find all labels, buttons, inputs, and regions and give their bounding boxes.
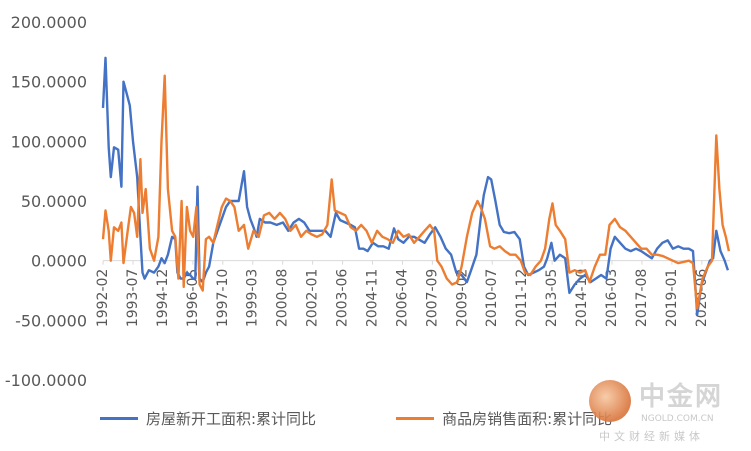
legend-swatch-sales <box>396 417 435 420</box>
x-tick-label: 2006-04 <box>394 269 410 328</box>
series-layer <box>101 56 731 316</box>
x-tick-label: 1996-05 <box>185 269 201 328</box>
legend-label-new-starts: 房屋新开工面积:累计同比 <box>146 410 317 428</box>
x-tick-label: 1994-12 <box>155 269 171 328</box>
x-tick-label: 2002-01 <box>305 269 321 328</box>
x-tick-label: 1999-03 <box>245 269 261 328</box>
x-tick-label: 2007-09 <box>424 269 440 328</box>
y-tick-label: -50.0000 <box>15 311 87 330</box>
x-tick-label: 1997-10 <box>215 269 231 328</box>
series-line-sales <box>101 74 731 310</box>
y-tick-label: 100.0000 <box>11 132 87 151</box>
y-tick-label: 200.0000 <box>11 13 87 32</box>
y-tick-label: 0.0000 <box>31 252 87 271</box>
y-tick-label: -100.0000 <box>5 371 87 390</box>
watermark-logo-icon <box>589 380 631 422</box>
x-tick-label: 2009-02 <box>454 269 470 328</box>
x-tick-label: 2014-10 <box>574 269 590 328</box>
x-tick-label: 1992-02 <box>95 269 111 328</box>
x-tick-label: 1993-07 <box>125 269 141 328</box>
legend-swatch-new-starts <box>100 417 138 420</box>
x-tick-label: 2004-11 <box>365 269 381 328</box>
x-tick-label: 2000-08 <box>275 269 291 328</box>
watermark-tagline: 中文财经新媒体 <box>599 430 704 443</box>
x-axis: 1992-02 1993-07 1994-12 1996-05 1997-10 1999-… <box>95 260 710 328</box>
x-tick-label: 2011-12 <box>514 269 530 328</box>
x-tick-label: 2019-01 <box>664 269 680 328</box>
legend: 房屋新开工面积:累计同比 商品房销售面积:累计同比 <box>100 408 612 429</box>
legend-item-sales: 商品房销售面积:累计同比 <box>396 408 612 429</box>
y-tick-label: 50.0000 <box>21 192 87 211</box>
x-tick-label: 2016-03 <box>604 269 620 328</box>
legend-item-new-starts: 房屋新开工面积:累计同比 <box>100 408 316 429</box>
series-line-new-starts <box>101 56 730 316</box>
watermark: 中金网 NGOLD.COM.CN 中文财经新媒体 <box>585 378 745 444</box>
y-axis: 200.0000 150.0000 100.0000 50.0000 0.0000 -50… <box>5 13 87 390</box>
x-tick-label: 2003-06 <box>335 269 351 328</box>
x-tick-label: 2017-08 <box>634 269 650 328</box>
y-tick-label: 150.0000 <box>11 73 87 92</box>
x-tick-label: 2010-07 <box>484 269 500 328</box>
x-tick-label: 2013-05 <box>544 269 560 328</box>
legend-label-sales: 商品房销售面积:累计同比 <box>442 410 613 428</box>
watermark-name: 中金网 <box>639 382 724 412</box>
watermark-url: NGOLD.COM.CN <box>641 414 714 424</box>
